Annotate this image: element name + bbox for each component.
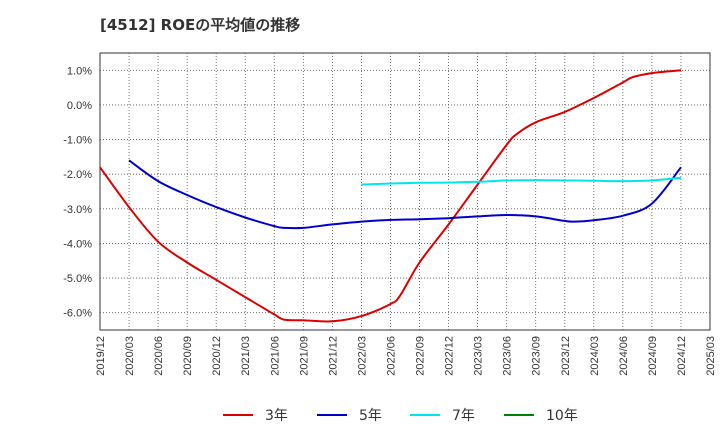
grid-lines [100,53,710,330]
x-tick-label: 2024/03 [589,336,601,376]
legend-swatch-5y [317,414,347,416]
x-tick-label: 2022/12 [444,336,456,376]
y-tick-label: -5.0% [63,273,92,285]
x-tick-label: 2020/12 [211,336,223,376]
y-tick-label: -2.0% [63,169,92,181]
y-axis: 1.0% 0.0% -1.0% -2.0% -3.0% -4.0% -5.0% -6.0% [63,65,92,319]
x-tick-label: 2021/12 [327,336,339,376]
x-tick-label: 2021/09 [298,336,310,376]
legend-item-7y: 7年 [410,400,475,430]
plot-area [99,52,711,331]
x-tick-label: 2025/03 [705,336,717,376]
series-line-1 [99,69,682,323]
legend-swatch-10y [504,414,534,416]
y-tick-label: 1.0% [67,65,92,77]
x-tick-label: 2020/06 [153,336,165,376]
x-tick-label: 2024/12 [676,336,688,376]
legend-item-3y: 3年 [223,400,288,430]
x-tick-label: 2023/12 [560,336,572,376]
legend-item-10y: 10年 [504,400,578,430]
x-tick-label: 2023/09 [531,336,543,376]
x-tick-label: 2022/06 [385,336,397,376]
legend-label-7y: 7年 [452,408,475,424]
legend-label-5y: 5年 [359,408,382,424]
legend-swatch-7y [410,414,440,416]
series-line-2 [128,159,682,230]
x-tick-label: 2022/09 [415,336,427,376]
x-tick-label: 2022/03 [356,336,368,376]
x-tick-label: 2021/06 [269,336,281,376]
legend-label-10y: 10年 [546,408,578,424]
x-tick-label: 2024/06 [618,336,630,376]
line-chart: 1.0% 0.0% -1.0% -2.0% -3.0% -4.0% -5.0% -6.0% 2… [63,52,717,376]
series-line-3 [361,176,682,186]
legend-swatch-3y [223,414,253,416]
legend: 3年 5年 7年 10年 [0,400,720,430]
chart-title: [4512] ROEの平均値の推移 [100,16,301,34]
y-tick-label: -1.0% [63,135,92,147]
y-tick-label: -6.0% [63,308,92,320]
legend-item-5y: 5年 [317,400,382,430]
x-tick-label: 2021/03 [240,336,252,376]
x-tick-label: 2020/03 [124,336,136,376]
x-tick-label: 2020/09 [182,336,194,376]
y-tick-label: 0.0% [67,100,92,112]
x-tick-label: 2023/03 [473,336,485,376]
x-tick-label: 2019/12 [95,336,107,376]
y-tick-label: -4.0% [63,238,92,250]
x-tick-label: 2024/09 [647,336,659,376]
y-tick-label: -3.0% [63,204,92,216]
series-lines [99,69,682,323]
legend-label-3y: 3年 [265,408,288,424]
x-tick-label: 2023/06 [502,336,514,376]
x-axis: 2019/12 2020/03 2020/06 2020/09 2020/12 2021/… [95,336,717,376]
